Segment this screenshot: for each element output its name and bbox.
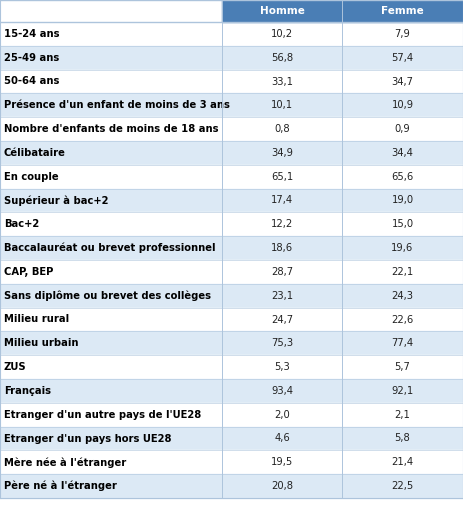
Text: 20,8: 20,8 — [271, 481, 293, 491]
Text: ZUS: ZUS — [4, 362, 27, 372]
Text: 24,7: 24,7 — [271, 314, 293, 325]
Text: Bac+2: Bac+2 — [4, 219, 39, 229]
Bar — [0, 284, 463, 308]
Text: Célibataire: Célibataire — [4, 148, 66, 158]
Text: 65,1: 65,1 — [271, 172, 293, 182]
Text: Présence d'un enfant de moins de 3 ans: Présence d'un enfant de moins de 3 ans — [4, 100, 230, 110]
Bar — [0, 93, 463, 117]
Bar — [0, 451, 463, 474]
Text: 28,7: 28,7 — [271, 267, 293, 277]
Bar — [0, 70, 463, 93]
Bar — [0, 0, 222, 22]
Text: 75,3: 75,3 — [271, 338, 293, 348]
Text: Femme: Femme — [381, 6, 424, 16]
Bar — [0, 141, 463, 165]
Text: 57,4: 57,4 — [391, 53, 413, 62]
Text: Mère née à l'étranger: Mère née à l'étranger — [4, 457, 126, 467]
Text: 23,1: 23,1 — [271, 291, 293, 301]
Text: 19,5: 19,5 — [271, 457, 293, 467]
Text: 77,4: 77,4 — [391, 338, 413, 348]
Text: 0,8: 0,8 — [274, 124, 290, 134]
Bar — [0, 427, 463, 451]
Text: Père né à l'étranger: Père né à l'étranger — [4, 481, 117, 491]
Text: 22,1: 22,1 — [391, 267, 413, 277]
Bar — [0, 46, 463, 70]
Text: 12,2: 12,2 — [271, 219, 293, 229]
Text: 22,5: 22,5 — [391, 481, 413, 491]
Text: 2,0: 2,0 — [274, 409, 290, 420]
Text: 33,1: 33,1 — [271, 77, 293, 86]
Text: 34,7: 34,7 — [392, 77, 413, 86]
Bar — [0, 212, 463, 236]
Text: 10,1: 10,1 — [271, 100, 293, 110]
Bar — [0, 355, 463, 379]
Text: 2,1: 2,1 — [394, 409, 410, 420]
Text: En couple: En couple — [4, 172, 59, 182]
Bar — [0, 22, 463, 46]
Bar — [0, 165, 463, 188]
Text: Français: Français — [4, 386, 51, 396]
Text: 7,9: 7,9 — [394, 29, 410, 39]
Text: CAP, BEP: CAP, BEP — [4, 267, 53, 277]
Bar — [342, 0, 463, 22]
Text: Homme: Homme — [260, 6, 305, 16]
Text: 17,4: 17,4 — [271, 196, 293, 206]
Text: 65,6: 65,6 — [391, 172, 413, 182]
Text: 24,3: 24,3 — [392, 291, 413, 301]
Text: Milieu urbain: Milieu urbain — [4, 338, 79, 348]
Text: 22,6: 22,6 — [391, 314, 413, 325]
Text: 5,8: 5,8 — [394, 433, 410, 443]
Text: 5,7: 5,7 — [394, 362, 410, 372]
Bar — [0, 308, 463, 331]
Text: 34,4: 34,4 — [392, 148, 413, 158]
Text: 21,4: 21,4 — [391, 457, 413, 467]
Text: 19,6: 19,6 — [391, 243, 413, 253]
Bar — [0, 403, 463, 427]
Text: 92,1: 92,1 — [391, 386, 413, 396]
Bar — [0, 260, 463, 284]
Text: 15,0: 15,0 — [391, 219, 413, 229]
Text: 25-49 ans: 25-49 ans — [4, 53, 59, 62]
Text: 0,9: 0,9 — [394, 124, 410, 134]
Text: 56,8: 56,8 — [271, 53, 293, 62]
Text: Supérieur à bac+2: Supérieur à bac+2 — [4, 195, 108, 206]
Bar — [0, 236, 463, 260]
Text: 15-24 ans: 15-24 ans — [4, 29, 60, 39]
Bar — [0, 117, 463, 141]
Text: Etranger d'un pays hors UE28: Etranger d'un pays hors UE28 — [4, 433, 171, 443]
Text: Nombre d'enfants de moins de 18 ans: Nombre d'enfants de moins de 18 ans — [4, 124, 219, 134]
Text: 50-64 ans: 50-64 ans — [4, 77, 59, 86]
Bar — [0, 379, 463, 403]
Text: 10,9: 10,9 — [391, 100, 413, 110]
Bar — [0, 188, 463, 212]
Text: 19,0: 19,0 — [391, 196, 413, 206]
Text: Milieu rural: Milieu rural — [4, 314, 69, 325]
Bar — [0, 474, 463, 498]
Text: Baccalauréat ou brevet professionnel: Baccalauréat ou brevet professionnel — [4, 243, 215, 253]
Bar — [0, 331, 463, 355]
Text: 4,6: 4,6 — [274, 433, 290, 443]
Text: 34,9: 34,9 — [271, 148, 293, 158]
Text: 5,3: 5,3 — [274, 362, 290, 372]
Text: Etranger d'un autre pays de l'UE28: Etranger d'un autre pays de l'UE28 — [4, 409, 201, 420]
Text: 18,6: 18,6 — [271, 243, 293, 253]
Bar — [222, 0, 342, 22]
Text: 10,2: 10,2 — [271, 29, 293, 39]
Text: 93,4: 93,4 — [271, 386, 293, 396]
Text: Sans diplôme ou brevet des collèges: Sans diplôme ou brevet des collèges — [4, 291, 211, 301]
